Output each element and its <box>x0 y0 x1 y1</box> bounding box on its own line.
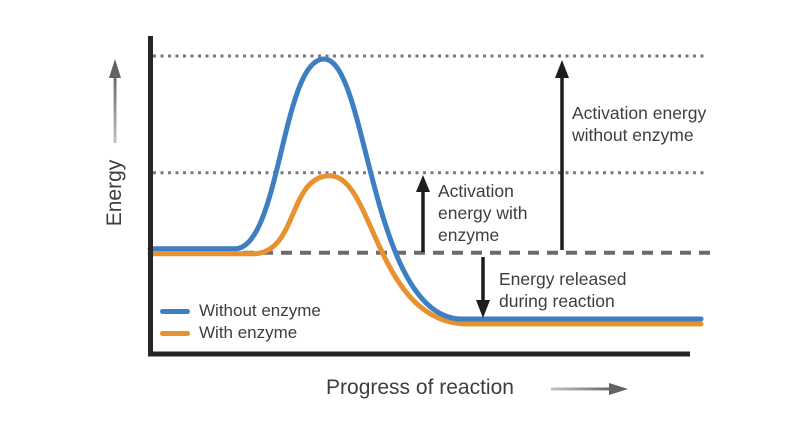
energy-released-arrow-icon <box>476 257 490 318</box>
x-axis-direction-arrow-icon <box>551 383 628 395</box>
curve-without-enzyme <box>147 56 704 322</box>
x-axis-label: Progress of reaction <box>326 376 514 399</box>
annotation-activation-energy-with-enzyme: Activation energy with enzyme <box>438 180 528 246</box>
legend-item-without-enzyme: Without enzyme <box>160 300 321 322</box>
legend-item-with-enzyme: With enzyme <box>160 322 321 344</box>
annotation-line: without enzyme <box>572 125 694 145</box>
y-axis-label: Energy <box>103 159 126 227</box>
legend: Without enzyme With enzyme <box>160 300 321 344</box>
annotation-energy-released: Energy released during reaction <box>499 268 626 312</box>
legend-swatch-without-enzyme-icon <box>160 308 190 314</box>
curve-with-enzyme <box>147 173 704 327</box>
annotation-line: during reaction <box>499 291 615 311</box>
annotation-line: energy with <box>438 203 528 223</box>
activation-energy-without-enzyme-arrow-icon <box>555 60 569 250</box>
annotation-line: Energy released <box>499 269 627 289</box>
activation-energy-with-enzyme-arrow-icon <box>416 175 430 252</box>
annotation-line: enzyme <box>438 225 500 245</box>
legend-label-without-enzyme: Without enzyme <box>199 301 321 320</box>
y-axis-direction-arrow-icon <box>109 59 121 143</box>
annotation-line: Activation <box>438 181 514 201</box>
annotation-activation-energy-without-enzyme: Activation energy without enzyme <box>572 102 706 146</box>
legend-swatch-with-enzyme-icon <box>160 330 190 336</box>
annotation-line: Activation energy <box>572 103 707 123</box>
legend-label-with-enzyme: With enzyme <box>199 323 298 342</box>
